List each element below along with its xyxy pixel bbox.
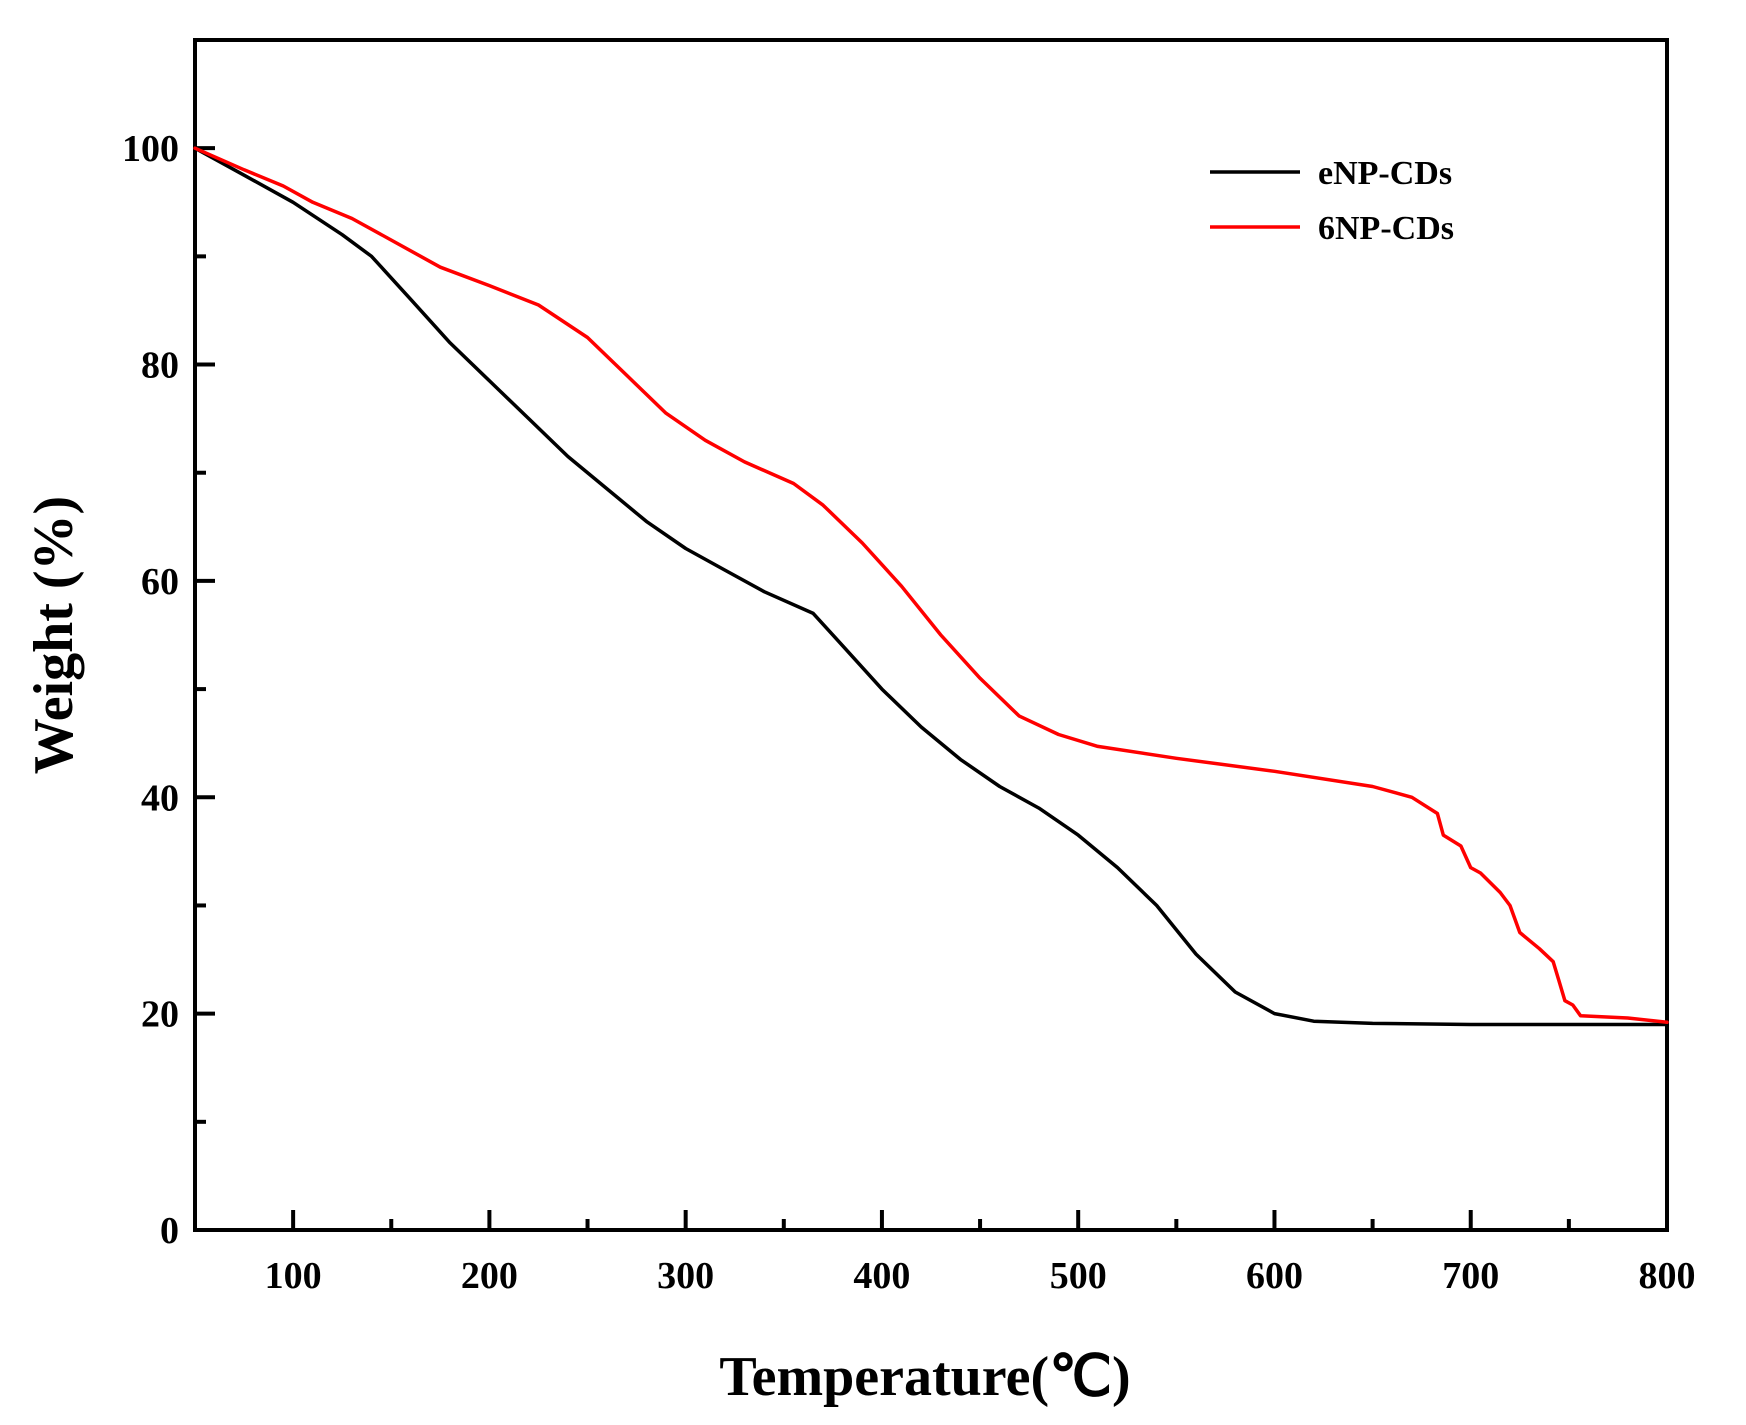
y-tick-label: 100 — [122, 128, 179, 170]
x-tick-label: 800 — [1639, 1255, 1696, 1297]
y-tick-label: 40 — [141, 777, 179, 819]
series-line-6np-cds — [193, 146, 1669, 1025]
series-line-enp-cds — [193, 146, 1669, 1027]
y-tick-label: 0 — [160, 1210, 179, 1252]
y-tick-label: 60 — [141, 561, 179, 603]
x-axis-title: Temperature(℃) — [719, 1346, 1130, 1408]
x-tick-label: 400 — [853, 1255, 910, 1297]
x-tick-label: 600 — [1246, 1255, 1303, 1297]
y-tick-label: 20 — [141, 994, 179, 1036]
legend-label: eNP-CDs — [1318, 155, 1452, 192]
x-tick-label: 300 — [657, 1255, 714, 1297]
legend-label: 6NP-CDs — [1318, 210, 1454, 247]
legend: eNP-CDs 6NP-CDs — [1210, 155, 1454, 247]
x-tick-label: 200 — [461, 1255, 518, 1297]
plot-frame — [193, 38, 1669, 1232]
y-axis-title: Weight (%) — [23, 496, 85, 774]
x-tick-label: 700 — [1442, 1255, 1499, 1297]
y-tick-label: 80 — [141, 345, 179, 387]
x-tick-label: 500 — [1050, 1255, 1107, 1297]
axis-tick-labels: 100 200 300 400 500 600 700 800 0 20 40 60 80 100 — [122, 128, 1696, 1297]
series-lines — [193, 146, 1669, 1027]
x-tick-label: 100 — [265, 1255, 322, 1297]
axis-ticks — [195, 146, 1669, 1232]
